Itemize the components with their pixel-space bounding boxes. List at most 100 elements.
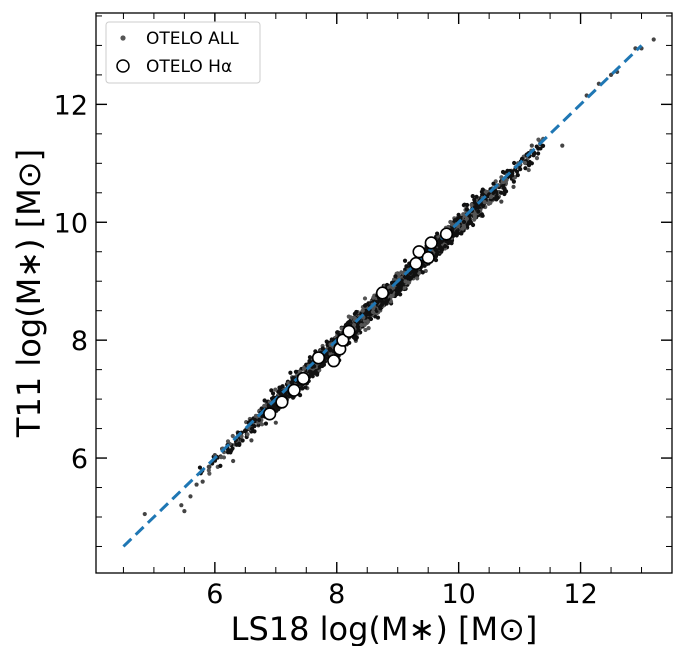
otelo-all-point bbox=[608, 72, 614, 77]
otelo-all-point bbox=[482, 200, 487, 205]
otelo-all-point bbox=[501, 186, 507, 191]
otelo-all-point bbox=[273, 420, 278, 425]
otelo-all-point bbox=[457, 215, 462, 220]
otelo-all-point bbox=[307, 359, 312, 364]
otelo-all-point bbox=[393, 274, 398, 279]
otelo-all-point bbox=[474, 194, 479, 199]
otelo-all-point bbox=[365, 318, 370, 323]
otelo-all-point bbox=[536, 137, 541, 142]
otelo-all-point bbox=[262, 403, 267, 408]
y-tick-label: 10 bbox=[54, 208, 88, 239]
x-tick-label: 12 bbox=[563, 579, 597, 610]
otelo-all-point bbox=[461, 219, 467, 225]
otelo-all-point bbox=[469, 202, 474, 208]
otelo-all-point bbox=[472, 213, 477, 218]
otelo-all-point bbox=[362, 296, 368, 301]
otelo-all-point bbox=[494, 197, 499, 202]
otelo-all-point bbox=[317, 364, 322, 369]
otelo-all-point bbox=[234, 442, 239, 447]
otelo-ha-point bbox=[421, 251, 435, 265]
otelo-all-point bbox=[420, 270, 425, 275]
otelo-all-point bbox=[529, 161, 534, 166]
otelo-all-point bbox=[142, 511, 147, 517]
otelo-all-point bbox=[518, 167, 523, 172]
otelo-all-point bbox=[395, 286, 400, 291]
otelo-all-point bbox=[538, 146, 543, 151]
otelo-all-point bbox=[454, 229, 460, 234]
otelo-all-point bbox=[266, 403, 271, 408]
x-tick-label: 10 bbox=[441, 579, 475, 610]
otelo-all-point bbox=[347, 319, 353, 324]
otelo-all-point bbox=[398, 284, 404, 289]
otelo-all-point bbox=[225, 439, 231, 444]
otelo-all-point bbox=[257, 417, 262, 423]
otelo-all-point bbox=[651, 37, 656, 42]
otelo-ha-points bbox=[263, 227, 454, 421]
otelo-all-point bbox=[534, 156, 540, 161]
otelo-ha-point bbox=[336, 333, 350, 347]
x-axis-label: LS18 log(M∗) [M⊙] bbox=[231, 610, 538, 646]
otelo-all-point bbox=[476, 209, 481, 214]
otelo-all-point bbox=[404, 264, 409, 269]
plot-frame bbox=[95, 12, 673, 574]
otelo-all-point bbox=[377, 304, 383, 309]
otelo-all-point bbox=[452, 218, 457, 223]
otelo-all-point bbox=[470, 194, 475, 199]
otelo-all-point bbox=[480, 213, 485, 218]
otelo-all-point bbox=[388, 299, 394, 304]
axis-labels: LS18 log(M∗) [M⊙] T11 log(M∗) [M⊙] bbox=[10, 149, 537, 646]
otelo-all-point bbox=[351, 322, 357, 328]
otelo-all-point bbox=[230, 433, 235, 439]
otelo-all-point bbox=[200, 479, 205, 484]
y-tick-label: 8 bbox=[71, 326, 88, 357]
otelo-all-point bbox=[415, 276, 420, 281]
otelo-all-point bbox=[470, 222, 476, 228]
otelo-all-point bbox=[481, 203, 486, 209]
otelo-ha-point bbox=[409, 256, 423, 271]
otelo-all-point bbox=[259, 422, 265, 427]
otelo-all-point bbox=[403, 279, 408, 284]
otelo-all-point bbox=[207, 471, 212, 476]
otelo-all-point bbox=[206, 464, 211, 469]
otelo-all-point bbox=[293, 369, 299, 374]
otelo-all-point bbox=[363, 327, 368, 333]
otelo-all-point bbox=[302, 366, 307, 371]
otelo-all-point bbox=[273, 387, 278, 392]
y-tick-label: 12 bbox=[54, 90, 88, 121]
otelo-all-point bbox=[278, 391, 284, 397]
otelo-all-point bbox=[262, 398, 267, 403]
otelo-all-point bbox=[531, 153, 536, 158]
y-tick-label: 6 bbox=[71, 444, 88, 475]
otelo-all-point bbox=[526, 167, 531, 173]
otelo-all-point bbox=[362, 303, 368, 308]
legend-marker-otelo-ha bbox=[116, 59, 130, 73]
otelo-all-point bbox=[188, 494, 193, 499]
legend-label-otelo-ha: OTELO Hα bbox=[146, 57, 232, 77]
otelo-all-point bbox=[353, 336, 358, 341]
otelo-all-points bbox=[142, 37, 656, 517]
otelo-all-point bbox=[366, 326, 371, 331]
otelo-all-point bbox=[182, 509, 187, 514]
otelo-all-point bbox=[515, 172, 520, 178]
otelo-all-point bbox=[523, 166, 528, 171]
otelo-all-point bbox=[522, 160, 528, 166]
otelo-all-point bbox=[362, 322, 367, 327]
otelo-all-point bbox=[252, 424, 257, 429]
otelo-ha-point bbox=[263, 407, 277, 421]
otelo-all-point bbox=[491, 181, 496, 186]
otelo-all-point bbox=[269, 388, 274, 393]
otelo-all-point bbox=[536, 151, 541, 156]
otelo-all-point bbox=[270, 391, 276, 396]
otelo-all-point bbox=[381, 300, 386, 305]
legend-label-otelo-all: OTELO ALL bbox=[146, 29, 239, 49]
otelo-ha-point bbox=[275, 395, 289, 409]
otelo-all-point bbox=[252, 417, 258, 422]
otelo-all-point bbox=[408, 270, 413, 276]
otelo-all-point bbox=[371, 295, 376, 300]
legend: OTELO ALL OTELO Hα bbox=[105, 21, 261, 84]
otelo-all-point bbox=[472, 200, 477, 205]
otelo-all-point bbox=[249, 438, 254, 443]
otelo-all-point bbox=[402, 258, 408, 263]
otelo-all-point bbox=[197, 465, 203, 470]
otelo-all-point bbox=[389, 289, 394, 295]
